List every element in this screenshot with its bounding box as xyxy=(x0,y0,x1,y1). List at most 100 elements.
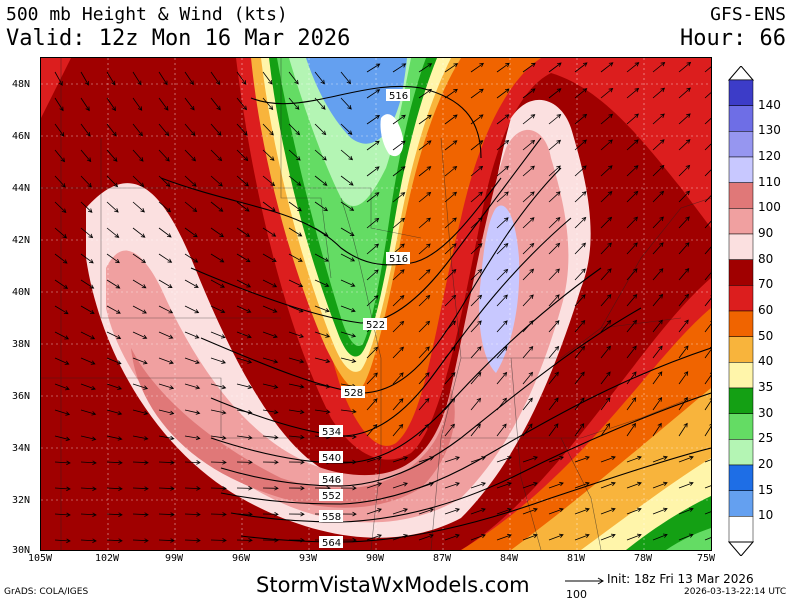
wind-arrow xyxy=(262,71,273,85)
wind-arrow xyxy=(418,534,434,541)
wind-arrow xyxy=(444,140,458,151)
lat-label: 34N xyxy=(12,443,31,454)
website-name: StormVistaWxModels.com xyxy=(256,573,530,597)
wind-arrow xyxy=(106,486,123,491)
wind-arrow xyxy=(236,97,248,111)
wind-arrow xyxy=(132,175,145,188)
wind-arrow xyxy=(236,279,252,288)
lat-label: 30N xyxy=(12,545,31,556)
colorbar-level-label: 130 xyxy=(758,123,781,138)
wind-arrow xyxy=(236,460,253,465)
wind-arrow xyxy=(340,331,357,338)
wind-arrow xyxy=(444,191,458,203)
wind-arrow xyxy=(288,409,305,415)
lon-label: 93W xyxy=(298,553,318,564)
colorbar-level-label: 120 xyxy=(758,149,781,163)
wind-arrow xyxy=(106,512,123,517)
wind-arrow xyxy=(652,164,665,177)
wind-arrow xyxy=(418,423,430,437)
wind-arrow xyxy=(184,435,201,441)
wind-arrow xyxy=(340,97,352,110)
wind-arrow xyxy=(678,113,691,125)
wind-arrow xyxy=(652,455,668,463)
wind-arrow xyxy=(54,538,71,544)
wind-arrow xyxy=(678,164,691,177)
wind-arrow xyxy=(288,357,305,364)
wind-arrow xyxy=(132,435,149,441)
wind-arrow xyxy=(106,357,122,365)
wind-arrow xyxy=(184,305,200,314)
wind-arrow xyxy=(548,371,559,385)
wind-arrow xyxy=(626,268,638,281)
wind-arrow xyxy=(392,320,405,333)
wind-arrow xyxy=(574,533,590,541)
wind-arrow xyxy=(574,242,586,255)
contour-label: 528 xyxy=(344,388,363,399)
wind-arrow xyxy=(366,217,380,229)
wind-arrow xyxy=(262,175,276,187)
wind-arrow xyxy=(418,88,432,99)
wind-arrow xyxy=(210,435,227,440)
wind-arrow xyxy=(626,139,639,151)
wind-arrow xyxy=(574,139,587,151)
wind-arrow xyxy=(704,295,711,307)
wind-arrow xyxy=(158,538,175,543)
wind-arrow xyxy=(678,396,688,411)
wind-arrow xyxy=(184,201,198,213)
wind-speed-colorbar xyxy=(727,66,755,556)
wind-arrow xyxy=(470,508,486,515)
wind-arrow xyxy=(80,175,92,188)
wind-arrow xyxy=(600,481,616,489)
wind-arrow xyxy=(522,88,536,99)
wind-arrow xyxy=(262,253,277,262)
wind-arrow xyxy=(288,149,301,161)
wind-arrow xyxy=(314,175,328,186)
wind-arrow xyxy=(184,97,195,111)
lat-label: 44N xyxy=(12,183,31,194)
wind-arrow xyxy=(470,243,483,255)
wind-arrow xyxy=(184,357,200,364)
wind-arrow xyxy=(470,114,484,125)
wind-arrow xyxy=(80,435,97,441)
wind-arrow xyxy=(106,383,122,390)
wind-arrow xyxy=(236,227,251,237)
wind-arrow xyxy=(54,305,69,315)
wind-arrow xyxy=(262,459,279,465)
wind-arrow xyxy=(678,481,694,489)
wind-arrow xyxy=(626,533,642,541)
wind-arrow xyxy=(54,331,70,340)
wind-arrow xyxy=(54,383,70,391)
wind-arrow xyxy=(522,345,534,359)
wind-arrow xyxy=(184,227,198,238)
wind-arrow xyxy=(444,372,456,385)
wind-arrow xyxy=(314,383,331,389)
wind-arrow xyxy=(418,217,431,229)
lat-label: 46N xyxy=(12,131,31,142)
wind-arrow xyxy=(132,279,147,289)
wind-arrow xyxy=(392,423,404,437)
wind-arrow xyxy=(340,149,354,161)
wind-arrow xyxy=(444,320,456,333)
wind-arrow xyxy=(210,123,222,136)
wind-arrow xyxy=(496,397,507,411)
wind-arrow xyxy=(470,217,483,229)
wind-arrow xyxy=(288,71,299,85)
wind-arrow xyxy=(548,242,561,255)
wind-arrow xyxy=(522,217,535,229)
wind-arrow xyxy=(678,507,694,515)
lon-label: 99W xyxy=(164,553,184,564)
wind-arrow xyxy=(340,434,357,440)
wind-arrow xyxy=(80,97,90,112)
wind-arrow xyxy=(184,253,199,263)
wind-arrow xyxy=(704,398,711,411)
wind-arrow xyxy=(314,201,328,212)
wind-arrow xyxy=(652,533,668,541)
colorbar-level-label: 20 xyxy=(758,457,774,471)
wind-arrow xyxy=(652,319,663,333)
wind-arrow xyxy=(366,456,383,463)
wind-arrow xyxy=(522,507,538,515)
colorbar-cell xyxy=(728,105,754,132)
wind-arrow xyxy=(340,279,356,287)
wind-arrow xyxy=(288,227,303,237)
wind-arrow xyxy=(236,123,248,136)
